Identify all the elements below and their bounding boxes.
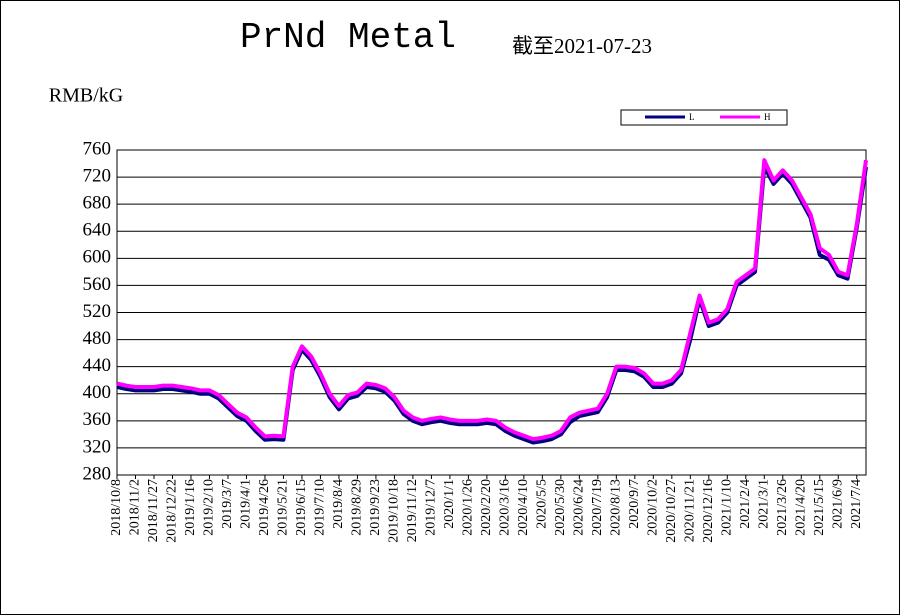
x-tick-label: 2021/1/10 <box>720 479 735 536</box>
x-tick-label: 2019/6/15 <box>294 479 309 536</box>
x-tick-label: 2020/5/5 <box>535 479 550 529</box>
x-tick-label: 2020/10/27 <box>664 479 679 543</box>
y-tick-label: 480 <box>83 328 112 349</box>
x-tick-label: 2019/8/29 <box>350 479 365 536</box>
x-tick-label: 2019/2/10 <box>202 479 217 536</box>
legend-label: H <box>764 112 771 122</box>
y-tick-label: 760 <box>83 138 112 159</box>
x-tick-label: 2020/1/1 <box>442 479 457 529</box>
x-tick-label: 2021/6/9 <box>830 479 845 529</box>
x-tick-label: 2021/5/15 <box>812 479 827 536</box>
x-tick-label: 2020/10/2 <box>646 479 661 536</box>
y-tick-label: 320 <box>83 436 112 457</box>
x-tick-label: 2019/8/4 <box>331 479 346 529</box>
y-axis-label: RMB/kG <box>49 85 123 107</box>
x-tick-label: 2018/11/27 <box>146 479 161 542</box>
x-tick-label: 2020/3/16 <box>498 479 513 536</box>
x-tick-label: 2018/10/8 <box>109 479 124 536</box>
x-tick-label: 2019/10/18 <box>387 479 402 543</box>
x-tick-label: 2020/9/7 <box>627 479 642 529</box>
x-tick-label: 2021/7/4 <box>849 479 864 529</box>
x-tick-label: 2019/4/1 <box>239 479 254 529</box>
x-tick-label: 2020/11/21 <box>683 479 698 542</box>
legend-label: L <box>689 112 695 122</box>
x-tick-label: 2019/9/23 <box>368 479 383 536</box>
x-tick-label: 2021/3/1 <box>757 479 772 529</box>
chart-title: PrNd Metal <box>240 17 456 58</box>
x-tick-label: 2018/12/22 <box>165 479 180 543</box>
x-tick-label: 2020/5/30 <box>553 479 568 536</box>
y-tick-label: 520 <box>83 301 112 322</box>
x-tick-label: 2020/4/10 <box>516 479 531 536</box>
x-tick-label: 2019/3/7 <box>220 479 235 529</box>
x-tick-label: 2021/2/4 <box>738 479 753 529</box>
x-tick-label: 2021/3/26 <box>775 479 790 536</box>
y-tick-label: 400 <box>83 382 112 403</box>
y-tick-label: 440 <box>83 355 112 376</box>
x-tick-label: 2021/4/20 <box>793 479 808 536</box>
x-tick-label: 2019/5/21 <box>276 479 291 536</box>
y-tick-label: 640 <box>83 220 112 241</box>
y-tick-label: 280 <box>83 463 112 484</box>
y-tick-label: 360 <box>83 409 112 430</box>
x-tick-label: 2019/4/26 <box>257 479 272 536</box>
x-tick-label: 2018/11/2 <box>128 479 143 535</box>
line-series <box>116 164 868 445</box>
x-tick-label: 2020/6/24 <box>572 479 587 536</box>
x-tick-label: 2019/12/7 <box>424 479 439 536</box>
x-tick-label: 2020/7/19 <box>590 479 605 536</box>
y-tick-label: 680 <box>83 193 112 214</box>
x-tick-label: 2020/8/13 <box>609 479 624 536</box>
x-tick-label: 2020/1/26 <box>461 479 476 536</box>
x-tick-label: 2020/12/16 <box>701 479 716 543</box>
legend <box>620 109 788 126</box>
x-tick-label: 2020/2/20 <box>479 479 494 536</box>
line-series <box>116 158 868 442</box>
x-tick-label: 2019/1/16 <box>183 479 198 536</box>
y-tick-label: 720 <box>83 165 112 186</box>
subtitle: 截至2021-07-23 <box>512 34 652 58</box>
x-tick-label: 2019/7/10 <box>313 479 328 536</box>
x-tick-label: 2019/11/12 <box>405 479 420 542</box>
y-tick-label: 600 <box>83 247 112 268</box>
y-tick-label: 560 <box>83 274 112 295</box>
